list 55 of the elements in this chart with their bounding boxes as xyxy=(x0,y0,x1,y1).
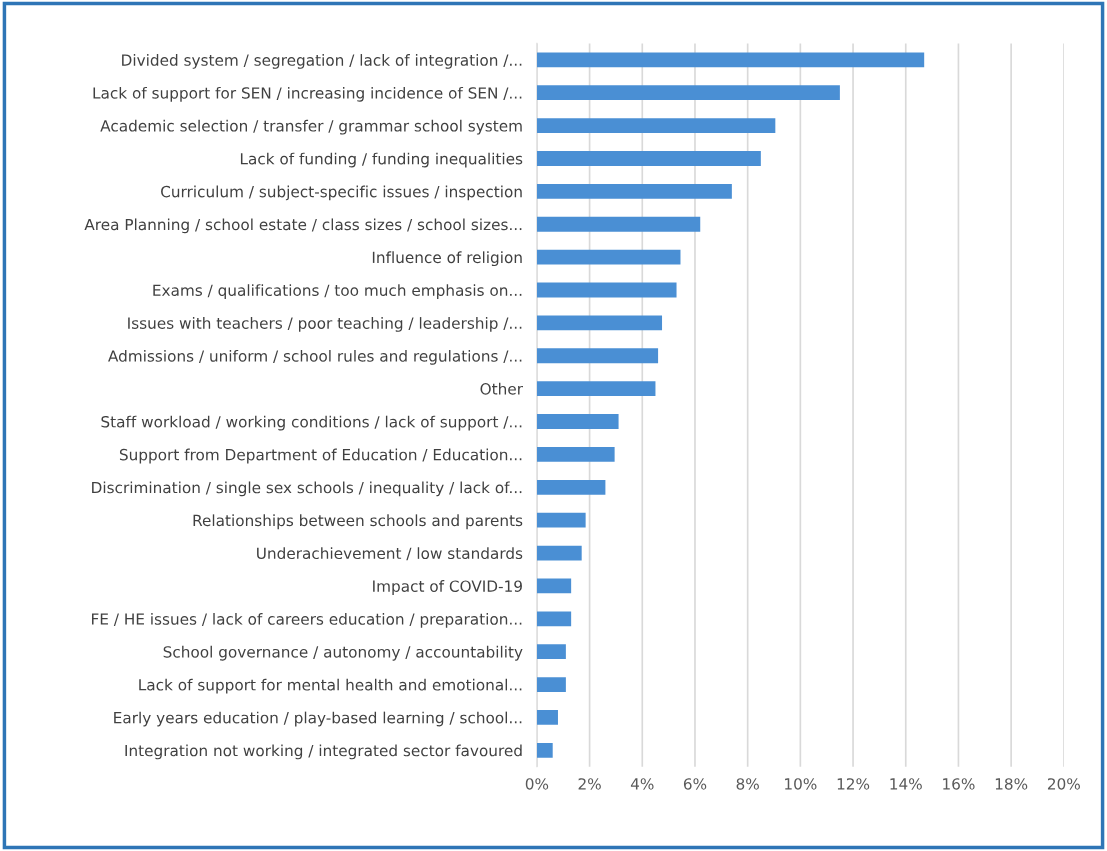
bar xyxy=(536,52,925,68)
bar xyxy=(536,282,677,298)
bar xyxy=(536,216,701,232)
y-tick-label: Discrimination / single sex schools / inequality / lack of... xyxy=(92,481,522,497)
y-tick-label: Area Planning / school estate / class sizes / school sizes... xyxy=(84,218,522,234)
x-tick-label: 20% xyxy=(1047,778,1080,790)
y-tick-label: Relationships between schools and parents xyxy=(193,514,523,530)
y-tick-label: Integration not working / integrated sector favoured xyxy=(125,744,522,760)
bar xyxy=(536,578,572,594)
x-tick-label: 4% xyxy=(630,778,654,790)
y-tick-label: Support from Department of Education / Education... xyxy=(119,448,522,464)
bar xyxy=(536,611,572,627)
y-tick-label: Academic selection / transfer / grammar school system xyxy=(100,119,522,135)
y-tick-label: Underachievement / low standards xyxy=(257,547,523,561)
x-tick-label: 10% xyxy=(785,778,817,790)
y-tick-label: Early years education / play-based learning / school... xyxy=(114,711,522,727)
bar xyxy=(536,545,582,561)
y-tick-label: Curriculum / subject-specific issues / inspection xyxy=(161,185,522,201)
x-tick-label: 12% xyxy=(837,778,870,790)
y-tick-label: FE / HE issues / lack of careers education / preparation... xyxy=(92,612,522,628)
y-tick-label: Issues with teachers / poor teaching / leadership /... xyxy=(128,317,522,332)
bar xyxy=(536,447,615,462)
y-tick-label: Lack of support for SEN / increasing incidence of SEN /... xyxy=(93,86,522,102)
x-tick-label: 6% xyxy=(683,778,707,790)
y-tick-label: Other xyxy=(480,382,524,395)
y-tick-label: School governance / autonomy / accountability xyxy=(163,645,523,661)
bar xyxy=(536,315,663,331)
bar xyxy=(536,710,558,725)
bar xyxy=(536,183,732,199)
bar xyxy=(536,249,681,265)
bar xyxy=(536,414,619,429)
y-tick-label: Impact of COVID-19 xyxy=(373,580,522,595)
y-tick-label: Staff workload / working conditions / lack of support /... xyxy=(101,415,522,431)
y-tick-label: Influence of religion xyxy=(372,251,522,267)
y-tick-label: Exams / qualifications / too much emphasis on... xyxy=(153,284,522,299)
x-tick-label: 16% xyxy=(943,778,975,790)
y-tick-label: Lack of support for mental health and emotional... xyxy=(139,678,522,694)
bar xyxy=(536,381,656,397)
x-tick-label: 18% xyxy=(995,778,1028,790)
bar xyxy=(536,118,776,133)
x-tick-label: 2% xyxy=(578,778,601,790)
x-tick-label: 14% xyxy=(890,778,922,790)
bar xyxy=(536,677,566,692)
bar xyxy=(536,348,659,364)
y-tick-label: Divided system / segregation / lack of integration /... xyxy=(122,54,522,69)
bar xyxy=(536,479,606,495)
y-tick-label: Lack of funding / funding inequalities xyxy=(240,152,523,168)
x-tick-label: 0% xyxy=(525,778,549,790)
y-tick-label: Admissions / uniform / school rules and regulations /... xyxy=(108,349,522,365)
bar xyxy=(536,644,566,660)
bar xyxy=(536,512,586,528)
x-tick-label: 8% xyxy=(736,778,759,790)
bar xyxy=(536,742,553,758)
bar xyxy=(536,151,761,166)
bar xyxy=(536,85,840,101)
